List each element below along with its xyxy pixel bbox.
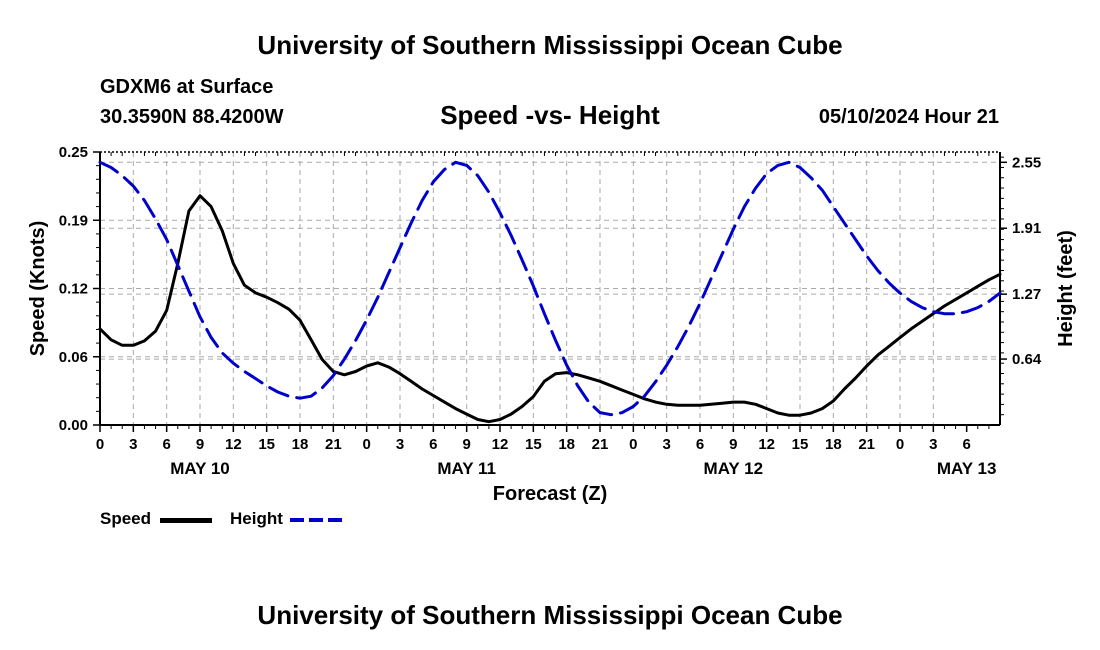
x-tick-label: 9 bbox=[729, 436, 737, 453]
x-tick-label: 6 bbox=[962, 436, 970, 453]
date-label: MAY 10 bbox=[170, 459, 230, 478]
x-tick-label: 3 bbox=[662, 436, 670, 453]
x-tick-label: 0 bbox=[629, 436, 637, 453]
x-tick-label: 18 bbox=[825, 436, 842, 453]
y-tick-label: 0.00 bbox=[59, 417, 88, 434]
legend-height-label: Height bbox=[230, 509, 283, 528]
y2-tick-label: 1.91 bbox=[1012, 220, 1041, 237]
x-tick-label: 21 bbox=[858, 436, 875, 453]
x-tick-label: 15 bbox=[792, 436, 809, 453]
x-tick-label: 18 bbox=[558, 436, 575, 453]
x-tick-label: 0 bbox=[362, 436, 370, 453]
main-title: University of Southern Mississippi Ocean… bbox=[257, 30, 843, 60]
y2-tick-label: 2.55 bbox=[1012, 154, 1041, 171]
footer-title: University of Southern Mississippi Ocean… bbox=[257, 600, 843, 630]
x-tick-label: 12 bbox=[758, 436, 775, 453]
series-line-speed bbox=[98, 194, 1002, 424]
x-tick-label: 15 bbox=[525, 436, 542, 453]
x-tick-label: 9 bbox=[196, 436, 204, 453]
date-label: MAY 13 bbox=[937, 459, 997, 478]
x-tick-label: 3 bbox=[396, 436, 404, 453]
x-tick-label: 21 bbox=[325, 436, 342, 453]
x-tick-label: 6 bbox=[162, 436, 170, 453]
x-tick-label: 3 bbox=[129, 436, 137, 453]
x-tick-label: 12 bbox=[225, 436, 242, 453]
legend-speed-swatch bbox=[160, 518, 212, 523]
legend-height-swatch bbox=[290, 518, 344, 522]
coordinates-label: 30.3590N 88.4200W bbox=[100, 106, 284, 128]
x-tick-label: 0 bbox=[96, 436, 104, 453]
y-tick-label: 0.06 bbox=[59, 349, 88, 366]
datetime-label: 05/10/2024 Hour 21 bbox=[818, 106, 999, 128]
x-tick-label: 15 bbox=[258, 436, 275, 453]
y-tick-label: 0.19 bbox=[59, 212, 88, 229]
x-tick-label: 12 bbox=[492, 436, 509, 453]
x-tick-label: 0 bbox=[896, 436, 904, 453]
y-tick-label: 0.12 bbox=[59, 281, 88, 298]
x-tick-label: 6 bbox=[429, 436, 437, 453]
chart-subtitle: Speed -vs- Height bbox=[440, 100, 660, 130]
station-label: GDXM6 at Surface bbox=[100, 76, 274, 98]
x-axis-title: Forecast (Z) bbox=[493, 483, 607, 505]
y2-axis-title: Height (feet) bbox=[1055, 230, 1077, 347]
x-tick-label: 9 bbox=[462, 436, 470, 453]
date-label: MAY 11 bbox=[437, 459, 496, 478]
legend-speed-label: Speed bbox=[100, 509, 152, 528]
x-tick-label: 21 bbox=[592, 436, 609, 453]
y-axis-title: Speed (Knots) bbox=[27, 221, 49, 357]
x-tick-label: 3 bbox=[929, 436, 937, 453]
y2-tick-label: 0.64 bbox=[1012, 351, 1042, 368]
x-tick-label: 18 bbox=[292, 436, 309, 453]
x-tick-label: 6 bbox=[696, 436, 704, 453]
date-label: MAY 12 bbox=[704, 459, 764, 478]
y-tick-label: 0.25 bbox=[59, 144, 88, 161]
y2-tick-label: 1.27 bbox=[1012, 286, 1041, 303]
series-line-height bbox=[98, 160, 1002, 417]
